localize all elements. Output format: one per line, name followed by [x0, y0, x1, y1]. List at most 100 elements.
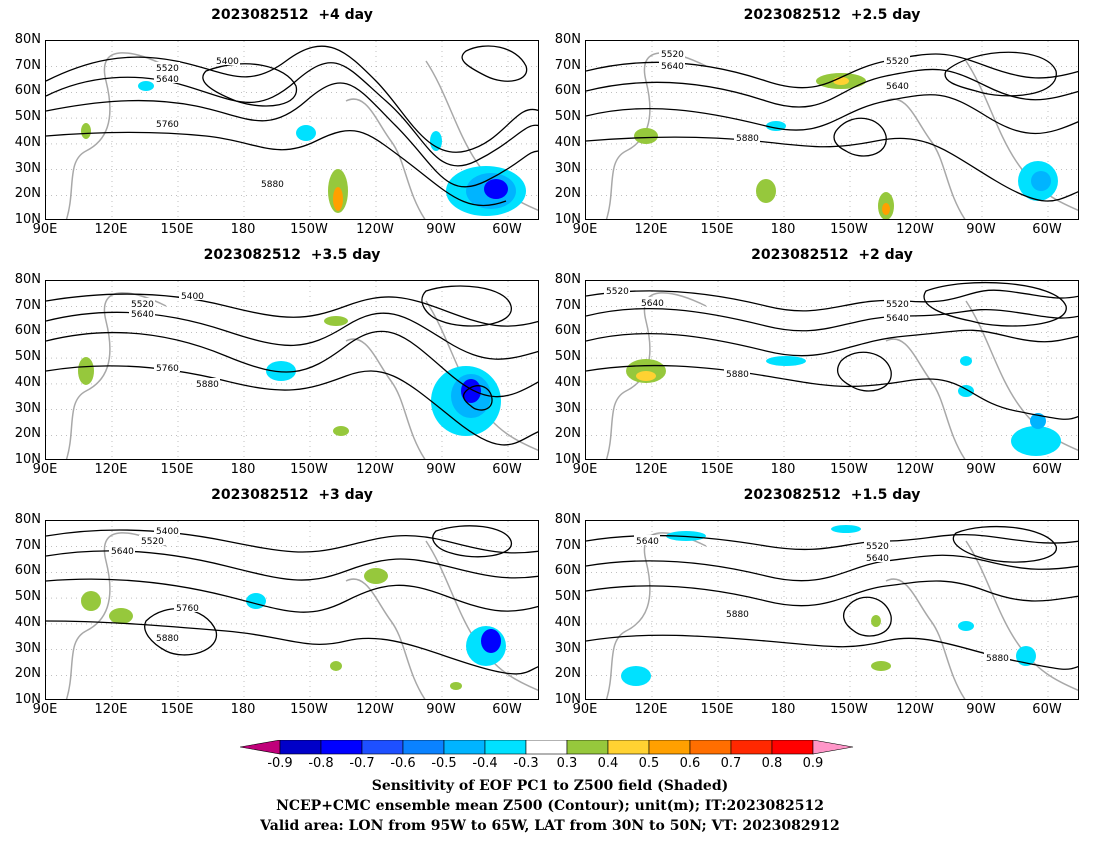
- coastline: [65, 532, 538, 699]
- map-frame: 5400 5520 5640 5760 5880: [45, 280, 539, 460]
- sensitivity-shading: [958, 621, 974, 631]
- map-frame: 5400 5520 5640 5760 5880: [45, 520, 539, 700]
- contour-label-bg: [154, 62, 180, 72]
- colorbar-swatch: [771, 740, 814, 755]
- colorbar-swatch: [402, 740, 445, 755]
- z500-contour: [586, 580, 1078, 607]
- contour-label-bg: [154, 632, 180, 642]
- contour-label-bg: [259, 178, 285, 188]
- contour-label-bg: [884, 298, 910, 308]
- colorbar-tick-label: 0.8: [761, 756, 783, 771]
- contour-label: 5520: [866, 542, 889, 552]
- contour-label-bg: [109, 545, 135, 555]
- contour-label-bg: [179, 290, 205, 300]
- lat-tick-label: 20N: [554, 426, 581, 442]
- z500-contour: [46, 550, 538, 581]
- sensitivity-shading: [634, 128, 658, 144]
- colorbar-tick-label: 0.5: [638, 756, 660, 771]
- lat-tick-label: 70N: [554, 297, 581, 313]
- lat-tick-label: 40N: [14, 374, 41, 390]
- colorbar-swatch: [361, 740, 404, 755]
- sensitivity-shading: [958, 385, 974, 397]
- z500-contour: [952, 525, 1057, 563]
- contour-label: 5400: [156, 527, 179, 537]
- contour-label-bg: [659, 48, 685, 58]
- lat-tick-label: 10N: [554, 212, 581, 227]
- sensitivity-shading: [450, 682, 462, 690]
- z500-contour: [586, 53, 1078, 89]
- colorbar-swatch: [320, 740, 363, 755]
- contour-label: 5640: [111, 547, 134, 557]
- lon-tick-label: 150E: [160, 702, 194, 717]
- z500-contour: [461, 45, 528, 82]
- contour-label-bg: [129, 308, 155, 318]
- z500-contour: [46, 62, 538, 167]
- contour-label: 5760: [156, 364, 179, 374]
- lat-tick-label: 30N: [14, 400, 41, 416]
- contour-label-bg: [639, 297, 665, 307]
- sensitivity-shading: [138, 81, 154, 91]
- sensitivity-shading: [882, 203, 890, 215]
- map-panel-4: 2023082512 +2 day 5520 5640 5520 5640 5880 80N…: [555, 247, 1079, 477]
- lon-tick-label: 120W: [896, 702, 934, 717]
- z500-contour: [144, 608, 217, 656]
- sensitivity-shading: [81, 591, 101, 611]
- lon-tick-label: 90W: [426, 702, 456, 717]
- contour-label: 5640: [131, 310, 154, 320]
- contour-label: 5640: [886, 314, 909, 324]
- lon-tick-label: 120E: [94, 222, 128, 237]
- map-frame: 5520 5640 5520 5640 5880: [585, 280, 1079, 460]
- colorbar-swatch: [648, 740, 691, 755]
- panel-title: 2023082512 +3.5 day: [203, 247, 381, 263]
- lon-tick-label: 180: [770, 462, 796, 477]
- lon-tick-label: 180: [770, 702, 796, 717]
- colorbar-tick-label: -0.6: [390, 756, 416, 771]
- contour-label: 5880: [726, 370, 749, 380]
- contour-label: 5640: [156, 75, 179, 85]
- lat-tick-label: 40N: [554, 374, 581, 390]
- map-canvas: 5520 5640 5520 5640 5880: [586, 281, 1078, 459]
- contour-label-bg: [154, 118, 180, 128]
- lon-tick-label: 180: [230, 222, 256, 237]
- contour-label: 5880: [726, 610, 749, 620]
- lon-tick-label: 90W: [966, 702, 996, 717]
- lon-tick-label: 120W: [356, 702, 394, 717]
- panel-title: 2023082512 +1.5 day: [743, 487, 921, 503]
- z500-contour: [432, 525, 512, 558]
- lat-tick-label: 80N: [554, 512, 581, 527]
- sensitivity-shading: [636, 371, 656, 381]
- lat-tick-label: 60N: [14, 563, 41, 579]
- colorbar-tick-label: 0.9: [802, 756, 824, 771]
- contour-label: 5520: [886, 57, 909, 67]
- contour-label: 5640: [866, 554, 889, 564]
- lon-tick-label: 120W: [356, 222, 394, 237]
- colorbar-tick-label: 0.3: [556, 756, 578, 771]
- contour-label-bg: [154, 362, 180, 372]
- contour-label-bg: [864, 540, 890, 550]
- sensitivity-shading: [871, 661, 891, 671]
- contour-label: 5880: [196, 380, 219, 390]
- z500-contour: [586, 136, 1078, 202]
- lon-tick-label: 150E: [700, 462, 734, 477]
- z500-contour: [421, 285, 512, 327]
- contour-label-bg: [884, 80, 910, 90]
- contour-label-bg: [129, 298, 155, 308]
- map-panel-5: 2023082512 +3 day 5400 5520 5640 5760 5880 80N…: [15, 487, 539, 717]
- colorbar-tick-label: 0.6: [679, 756, 701, 771]
- lon-tick-label: 120E: [94, 702, 128, 717]
- sensitivity-shading: [266, 361, 296, 381]
- lon-tick-label: 150E: [700, 702, 734, 717]
- sensitivity-shading: [960, 356, 972, 366]
- sensitivity-shading: [364, 568, 388, 584]
- lat-tick-label: 60N: [554, 563, 581, 579]
- map-panel-6: 2023082512 +1.5 day 5640 5520 5640 5880 5880 8…: [555, 487, 1079, 717]
- contour-label-bg: [884, 312, 910, 322]
- contour-label-bg: [214, 55, 240, 65]
- colorbar-swatch: [730, 740, 773, 755]
- z500-contour: [46, 311, 538, 360]
- colorbar-swatch: [279, 740, 322, 755]
- lon-tick-label: 150E: [160, 462, 194, 477]
- contour-label-bg: [724, 368, 750, 378]
- z500-contour: [586, 307, 1078, 332]
